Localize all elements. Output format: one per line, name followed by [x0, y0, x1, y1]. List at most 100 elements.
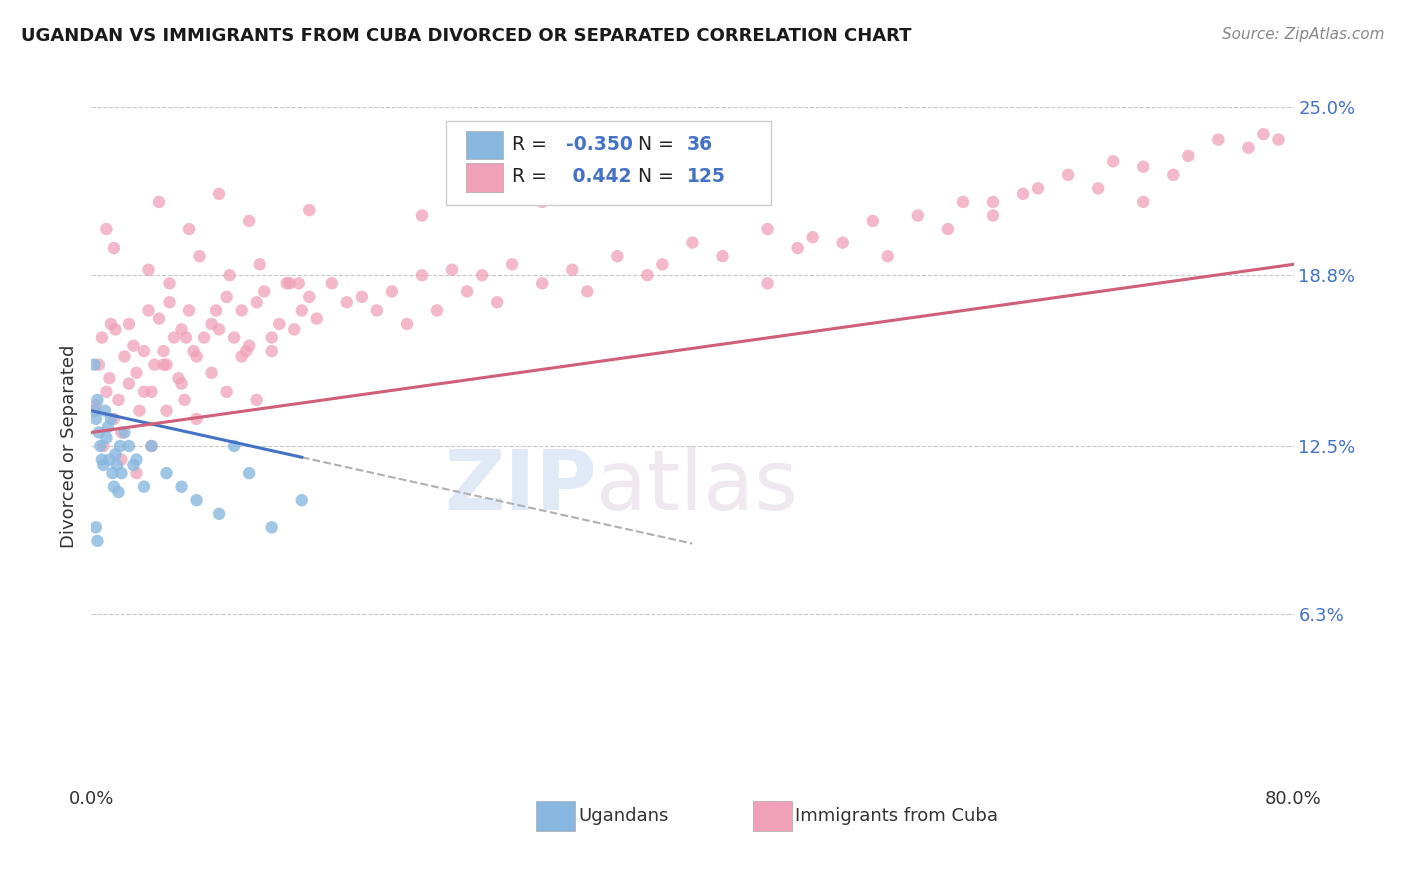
Point [907, 209, 929, 223]
Point [84, 412, 107, 426]
Point [148, 311, 170, 326]
Point [366, 303, 388, 318]
Point [118, 317, 141, 331]
Point [269, 317, 291, 331]
Point [114, 350, 136, 364]
Point [170, 322, 193, 336]
Point [952, 194, 974, 209]
Point [84, 520, 107, 534]
Point [94, 403, 117, 417]
Point [1132, 194, 1154, 209]
Point [186, 412, 208, 426]
Point [138, 262, 160, 277]
Point [108, 439, 131, 453]
Point [298, 290, 321, 304]
Point [159, 277, 181, 291]
Point [125, 452, 148, 467]
Point [756, 277, 779, 291]
Point [155, 403, 177, 417]
Point [711, 249, 734, 263]
Point [606, 249, 628, 263]
Point [287, 277, 309, 291]
Point [125, 366, 148, 380]
Point [253, 285, 276, 299]
Point [305, 311, 328, 326]
Point [291, 303, 314, 318]
Y-axis label: Divorced or Separated: Divorced or Separated [59, 344, 77, 548]
Point [1087, 181, 1109, 195]
Point [238, 339, 260, 353]
Point [110, 425, 132, 440]
Point [246, 392, 269, 407]
Point [93, 439, 115, 453]
Point [876, 249, 898, 263]
Point [231, 350, 253, 364]
Point [411, 209, 433, 223]
Point [260, 520, 283, 534]
Point [138, 303, 160, 318]
Point [215, 290, 238, 304]
Point [936, 222, 959, 236]
Point [152, 358, 174, 372]
Point [636, 268, 658, 282]
Point [167, 371, 190, 385]
Point [1057, 168, 1080, 182]
Point [208, 186, 231, 201]
Point [862, 214, 884, 228]
Text: Source: ZipAtlas.com: Source: ZipAtlas.com [1222, 27, 1385, 42]
Point [90, 452, 112, 467]
Point [114, 425, 136, 440]
Text: 0.442: 0.442 [567, 168, 631, 186]
Text: UGANDAN VS IMMIGRANTS FROM CUBA DIVORCED OR SEPARATED CORRELATION CHART: UGANDAN VS IMMIGRANTS FROM CUBA DIVORCED… [21, 27, 911, 45]
Point [205, 303, 228, 318]
Point [155, 466, 177, 480]
Point [87, 358, 110, 372]
Point [260, 330, 283, 344]
Point [981, 194, 1004, 209]
Point [159, 295, 181, 310]
Point [321, 277, 343, 291]
Point [183, 344, 205, 359]
Point [89, 439, 111, 453]
Point [87, 425, 110, 440]
Point [291, 493, 314, 508]
Point [143, 358, 166, 372]
Point [224, 439, 246, 453]
Point [107, 485, 129, 500]
Point [86, 392, 108, 407]
Point [132, 480, 155, 494]
Text: -0.350: -0.350 [567, 135, 633, 153]
Text: N =: N = [638, 168, 681, 186]
Text: N =: N = [638, 135, 681, 153]
Point [141, 439, 163, 453]
Point [104, 447, 127, 461]
Point [83, 403, 105, 417]
FancyBboxPatch shape [467, 163, 502, 192]
Point [1132, 160, 1154, 174]
Point [155, 358, 177, 372]
Point [141, 384, 163, 399]
Point [152, 344, 174, 359]
Text: R =: R = [512, 168, 553, 186]
Point [122, 458, 145, 472]
Point [97, 420, 120, 434]
Point [96, 431, 118, 445]
Point [173, 392, 195, 407]
Point [501, 257, 523, 271]
Point [981, 209, 1004, 223]
Point [186, 350, 208, 364]
Point [100, 412, 122, 426]
Point [231, 303, 253, 318]
Point [298, 203, 321, 218]
Point [260, 344, 283, 359]
Point [531, 194, 554, 209]
Point [1012, 186, 1035, 201]
Point [122, 339, 145, 353]
Point [105, 458, 128, 472]
Point [186, 493, 208, 508]
Point [83, 358, 105, 372]
Point [350, 290, 373, 304]
Point [103, 412, 125, 426]
Point [193, 330, 215, 344]
Point [411, 268, 433, 282]
